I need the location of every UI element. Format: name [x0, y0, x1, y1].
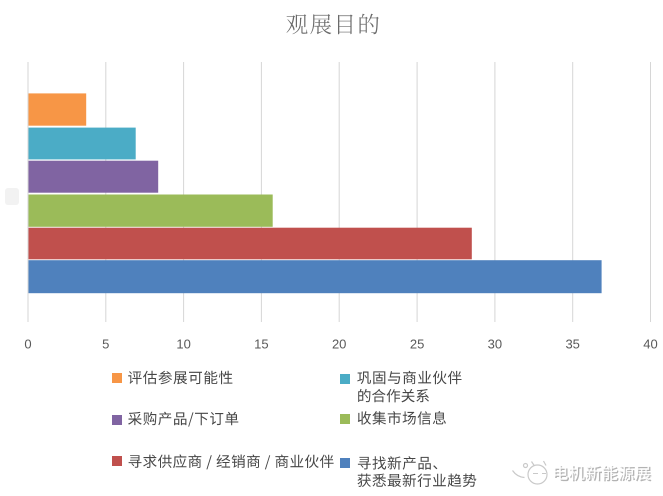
svg-text:25: 25 [410, 336, 424, 351]
svg-text:15: 15 [254, 336, 268, 351]
svg-text:40: 40 [643, 336, 657, 351]
svg-text:10: 10 [176, 336, 190, 351]
svg-text:35: 35 [565, 336, 579, 351]
svg-text:20: 20 [332, 336, 346, 351]
svg-text:0: 0 [24, 336, 31, 351]
svg-text:5: 5 [102, 336, 109, 351]
svg-text:30: 30 [488, 336, 502, 351]
